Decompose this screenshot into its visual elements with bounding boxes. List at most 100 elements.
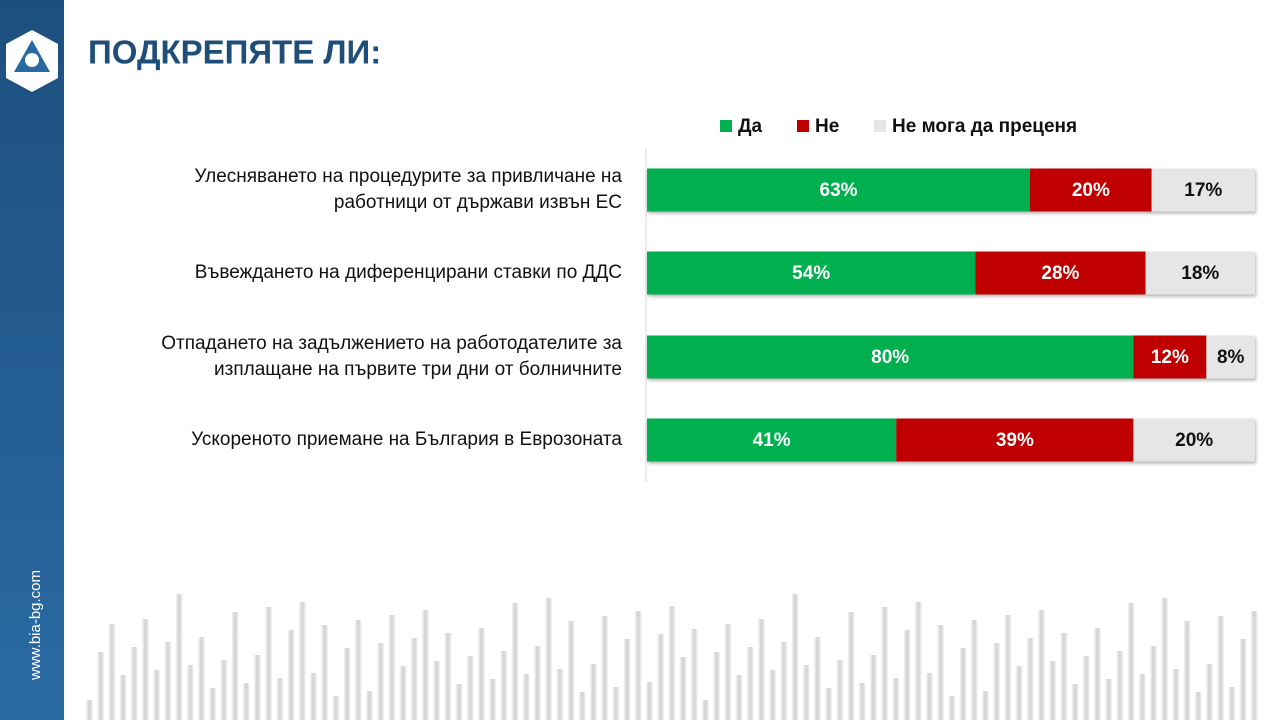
chart-title: ПОДКРЕПЯТЕ ЛИ: <box>88 34 381 71</box>
decor-bar <box>668 606 676 720</box>
legend-label: Не мога да преценя <box>892 116 1077 137</box>
value-label: 41% <box>753 430 791 451</box>
decor-bar <box>377 643 385 720</box>
bar-segment <box>1133 335 1207 379</box>
decor-bar <box>388 615 396 720</box>
decor-bar <box>847 612 855 720</box>
decor-bar <box>1082 656 1090 720</box>
decor-bar <box>724 624 732 720</box>
legend-swatch <box>797 120 809 132</box>
decor-bar <box>601 616 609 720</box>
bar-segment <box>896 418 1134 462</box>
decor-bar <box>948 696 956 720</box>
decor-bar <box>209 688 217 720</box>
decor-bar <box>97 652 105 720</box>
decor-bar <box>780 642 788 720</box>
decor-bar <box>399 666 407 720</box>
category-label: Улесняването на процедурите за привличан… <box>194 166 622 213</box>
value-label: 28% <box>1041 263 1079 284</box>
value-label: 39% <box>996 430 1034 451</box>
decor-bar <box>578 692 586 720</box>
decor-bar <box>1015 666 1023 720</box>
decor-bar <box>298 602 306 720</box>
decor-bar <box>1094 628 1101 720</box>
decor-bar <box>1217 616 1225 720</box>
decor-bar <box>791 594 799 720</box>
decor-bar <box>1183 621 1191 720</box>
logo <box>6 30 58 92</box>
decor-bar <box>86 700 93 720</box>
decor-bar <box>590 664 597 720</box>
decor-bar <box>1150 646 1157 720</box>
bar-segment <box>647 335 1134 379</box>
decor-bar <box>1206 664 1213 720</box>
decor-bar <box>1194 692 1202 720</box>
decor-bar <box>410 638 418 720</box>
value-label: 54% <box>792 263 830 284</box>
bar-segment <box>1206 335 1255 379</box>
decor-bar <box>713 652 721 720</box>
decor-bar <box>634 611 642 720</box>
decor-bar <box>1038 610 1045 720</box>
decor-bar <box>354 620 362 720</box>
value-label: 17% <box>1184 180 1222 201</box>
decor-bar <box>500 651 508 720</box>
decor-bar <box>231 612 239 720</box>
decor-bar <box>422 610 429 720</box>
bar-row <box>647 168 1255 212</box>
bar-segment <box>647 168 1031 212</box>
decor-bar <box>735 675 743 720</box>
decor-bar <box>175 594 183 720</box>
decor-bar <box>758 619 765 720</box>
decor-bar <box>343 648 351 720</box>
decor-bar <box>836 660 844 720</box>
decor-bar <box>545 598 553 720</box>
site-url: www.bia-bg.com <box>27 570 44 681</box>
bar-segment <box>1030 168 1152 212</box>
decor-bar <box>556 669 564 720</box>
value-label: 8% <box>1217 347 1245 368</box>
decor-bar <box>478 628 485 720</box>
decor-bar <box>142 619 149 720</box>
decoration <box>86 594 1258 720</box>
decor-bar <box>455 684 463 720</box>
decor-bar <box>769 670 777 720</box>
decor-bar <box>254 655 261 720</box>
decor-bar <box>970 620 978 720</box>
legend-swatch <box>720 120 732 132</box>
decor-bar <box>679 657 687 720</box>
decor-bar <box>1127 603 1135 720</box>
bar-segment <box>1151 168 1255 212</box>
decor-bar <box>1239 639 1247 720</box>
decor-bar <box>489 679 497 720</box>
decor-bar <box>534 646 541 720</box>
bar-row <box>647 335 1255 379</box>
decor-bar <box>959 648 967 720</box>
decor-bar <box>1228 687 1236 720</box>
value-label: 18% <box>1181 263 1219 284</box>
decor-bar <box>265 607 273 720</box>
value-label: 12% <box>1151 347 1189 368</box>
decor-bar <box>1161 598 1169 720</box>
bar-row <box>647 251 1255 295</box>
decor-bar <box>623 639 631 720</box>
decor-bar <box>690 629 698 720</box>
decor-bar <box>198 637 205 720</box>
decor-bar <box>119 675 127 720</box>
decor-bar <box>881 607 889 720</box>
legend-label: Да <box>738 116 763 137</box>
category-label: Отпадането на задължението на работодате… <box>161 333 622 380</box>
decor-bar <box>858 683 866 720</box>
value-label: 80% <box>871 347 909 368</box>
decor-bar <box>1071 684 1079 720</box>
sidebar <box>0 0 64 720</box>
legend-label: Не <box>815 116 839 137</box>
decor-bar <box>321 625 329 720</box>
decor-bar <box>657 634 665 720</box>
decor-bar <box>287 630 295 720</box>
decor-bar <box>937 625 945 720</box>
category-label: Въвеждането на диференцирани ставки по Д… <box>194 262 622 283</box>
decor-bar <box>153 670 161 720</box>
decor-bar <box>567 621 575 720</box>
